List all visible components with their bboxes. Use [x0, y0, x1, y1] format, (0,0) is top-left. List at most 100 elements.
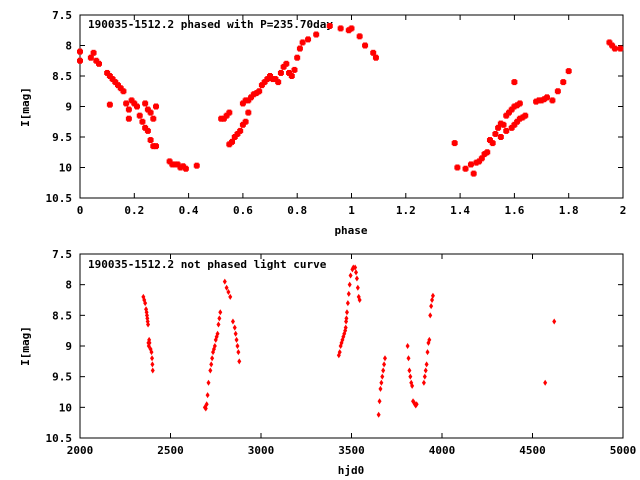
- data-point: [144, 127, 151, 134]
- data-point: [222, 278, 227, 285]
- y-tick-label: 10.5: [46, 192, 73, 205]
- data-point: [210, 355, 215, 362]
- data-point: [346, 290, 351, 297]
- data-point: [125, 106, 132, 113]
- data-point: [405, 343, 410, 349]
- data-point: [565, 68, 572, 75]
- data-point: [120, 88, 127, 95]
- data-point: [239, 121, 246, 128]
- data-point: [382, 355, 387, 362]
- data-point: [476, 158, 483, 165]
- data-point: [430, 292, 435, 299]
- data-point: [497, 134, 504, 140]
- data-point: [511, 121, 518, 128]
- data-point: [283, 60, 290, 67]
- data-point: [372, 54, 379, 61]
- data-point: [355, 284, 360, 291]
- data-point: [305, 36, 312, 43]
- data-point: [220, 115, 227, 122]
- x-tick-label: 1.6: [504, 204, 524, 217]
- data-point: [142, 124, 149, 131]
- data-point: [242, 118, 249, 125]
- data-point: [406, 355, 411, 362]
- data-point: [236, 349, 241, 356]
- data-point: [153, 143, 160, 150]
- data-point: [144, 106, 151, 113]
- data-point: [543, 379, 548, 386]
- data-point: [231, 134, 238, 140]
- data-point: [232, 324, 237, 331]
- data-point: [226, 141, 233, 148]
- data-point: [286, 69, 293, 76]
- chart-title-top: 190035-1512.2 phased with P=235.70day: [88, 18, 333, 31]
- data-point: [233, 330, 238, 337]
- data-point: [216, 321, 221, 328]
- data-point: [115, 82, 122, 89]
- y-tick-label: 10: [59, 162, 72, 175]
- data-point: [549, 97, 556, 104]
- data-point: [264, 76, 271, 83]
- data-points-top: [77, 22, 624, 177]
- data-point: [552, 318, 557, 325]
- x-axis-label-top: phase: [334, 224, 367, 237]
- x-axis-label-bottom: hjd0: [338, 464, 365, 477]
- data-point: [478, 155, 485, 162]
- data-point: [217, 315, 222, 322]
- chart-title-bottom: 190035-1512.2 not phased light curve: [88, 258, 327, 271]
- data-point: [617, 45, 624, 52]
- data-point: [150, 361, 155, 368]
- data-point: [218, 309, 223, 316]
- x-tick-label: 2000: [67, 444, 94, 457]
- data-point: [516, 100, 523, 107]
- data-point: [93, 57, 100, 64]
- y-tick-label: 9.5: [52, 371, 72, 384]
- data-point: [234, 336, 239, 343]
- data-point: [277, 69, 284, 76]
- data-point: [288, 73, 295, 79]
- data-point: [514, 118, 521, 125]
- data-point: [106, 73, 113, 79]
- data-point: [429, 303, 434, 310]
- data-point: [223, 112, 230, 119]
- data-point: [280, 63, 287, 70]
- data-point: [261, 79, 268, 86]
- data-point: [224, 284, 229, 291]
- data-point: [258, 82, 265, 89]
- x-tick-label: 4000: [429, 444, 456, 457]
- data-point: [180, 163, 187, 170]
- data-point: [337, 349, 342, 356]
- data-point: [77, 48, 83, 55]
- data-point: [503, 112, 510, 119]
- data-point: [267, 73, 274, 79]
- data-point: [505, 109, 512, 116]
- x-tick-label: 3000: [248, 444, 275, 457]
- data-point: [408, 373, 413, 380]
- data-point: [237, 358, 242, 365]
- data-point: [215, 330, 220, 337]
- y-tick-label: 10.5: [46, 432, 73, 445]
- data-point: [370, 49, 377, 56]
- y-axis-label-bottom: I[mag]: [19, 326, 32, 366]
- y-axis-label-top: I[mag]: [19, 87, 32, 127]
- y-tick-label: 7.5: [52, 248, 72, 261]
- data-point: [147, 339, 152, 346]
- data-point: [511, 79, 518, 86]
- data-point: [150, 367, 155, 374]
- data-point: [147, 109, 154, 116]
- x-tick-label: 0.4: [179, 204, 199, 217]
- data-point: [451, 140, 458, 147]
- data-point: [77, 57, 83, 64]
- data-point: [343, 324, 348, 331]
- data-point: [486, 137, 493, 144]
- data-point: [353, 264, 358, 271]
- data-point: [150, 115, 157, 122]
- data-point: [410, 382, 415, 389]
- data-point: [421, 379, 426, 386]
- data-point: [234, 130, 241, 137]
- data-point: [208, 367, 213, 374]
- tick-group-bottom: 2000 2500 3000 3500 4000 4500 5000 7.5 8 8.5 9 9.5 1…: [46, 248, 637, 457]
- data-point: [239, 100, 246, 107]
- y-tick-label: 8: [65, 40, 72, 53]
- data-point: [560, 79, 567, 86]
